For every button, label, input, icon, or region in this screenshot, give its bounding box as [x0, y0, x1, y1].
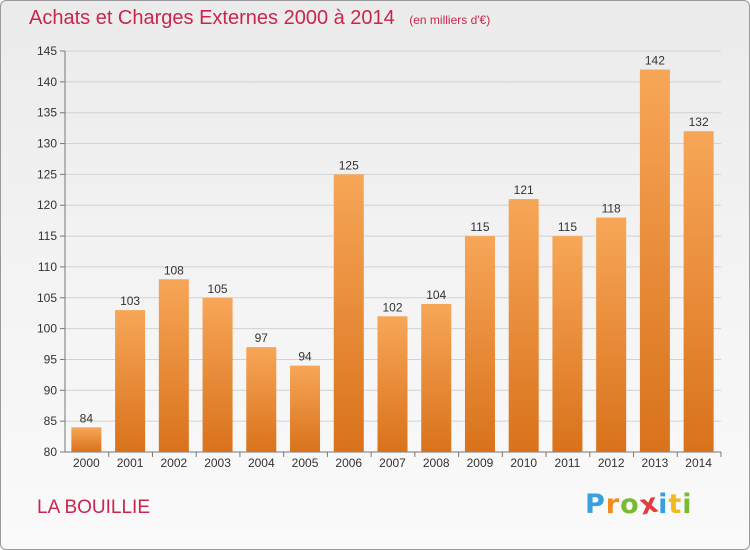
logo-letter: o [620, 489, 640, 520]
logo-letter: i [682, 489, 693, 520]
x-tick-label: 2014 [685, 456, 712, 470]
bar-value-label: 103 [120, 294, 140, 308]
y-tick-label: 125 [37, 167, 57, 181]
y-tick-label: 140 [37, 75, 57, 89]
bar [290, 365, 321, 452]
logo-letter: t [668, 489, 683, 520]
x-tick-label: 2013 [642, 456, 669, 470]
y-tick-label: 115 [38, 229, 57, 243]
x-tick-label: 2008 [423, 456, 450, 470]
proxiti-logo: Proxiti [585, 487, 693, 521]
x-tick-label: 2000 [73, 456, 100, 470]
bar [333, 174, 364, 452]
y-tick-label: 130 [37, 137, 57, 151]
commune-name: LA BOUILLIE [37, 497, 151, 518]
bar-value-label: 84 [80, 411, 94, 425]
y-tick-label: 90 [44, 383, 58, 397]
x-tick-label: 2012 [598, 456, 625, 470]
logo-letter: i [658, 489, 669, 520]
bar [596, 217, 627, 452]
bar [158, 279, 189, 452]
bar-value-label: 118 [602, 202, 621, 216]
y-tick-label: 120 [37, 198, 57, 212]
y-tick-label: 95 [44, 352, 58, 366]
logo-letter: P [585, 489, 606, 520]
bar [464, 236, 495, 452]
y-tick-label: 80 [44, 445, 58, 459]
y-tick-label: 135 [37, 106, 57, 120]
y-tick-label: 85 [44, 414, 58, 428]
x-tick-label: 2007 [379, 456, 406, 470]
x-tick-label: 2011 [555, 456, 581, 470]
x-tick-label: 2001 [117, 456, 144, 470]
bar [639, 69, 670, 452]
x-tick-label: 2005 [292, 456, 319, 470]
x-tick-label: 2002 [160, 456, 187, 470]
bar [71, 427, 102, 452]
bar-value-label: 132 [689, 115, 709, 129]
bar [683, 131, 714, 452]
chart-title: Achats et Charges Externes 2000 à 2014 [29, 7, 395, 29]
bar-value-label: 121 [514, 183, 534, 197]
bar-value-label: 142 [645, 54, 665, 68]
title-row: Achats et Charges Externes 2000 à 2014 (… [29, 7, 490, 30]
bar [552, 236, 583, 452]
y-tick-label: 110 [38, 260, 57, 274]
bar-value-label: 108 [164, 263, 184, 277]
bar [421, 303, 452, 452]
bar [377, 316, 408, 452]
logo-letter: r [605, 489, 621, 520]
bar-value-label: 115 [470, 220, 489, 234]
y-tick-label: 105 [37, 291, 57, 305]
y-tick-label: 145 [37, 44, 57, 58]
bar [246, 347, 277, 452]
x-tick-label: 2003 [204, 456, 231, 470]
chart-unit: (en milliers d'€) [409, 13, 491, 27]
bar-value-label: 102 [382, 300, 402, 314]
bar [508, 199, 539, 452]
bar [202, 297, 233, 452]
bar-value-label: 115 [558, 220, 577, 234]
x-tick-label: 2006 [335, 456, 362, 470]
bar-value-label: 94 [298, 350, 312, 364]
bar-value-label: 105 [208, 282, 228, 296]
x-tick-label: 2004 [248, 456, 275, 470]
bar-value-label: 104 [426, 288, 446, 302]
y-tick-label: 100 [37, 322, 57, 336]
bar-value-label: 97 [255, 331, 269, 345]
bar [115, 310, 146, 452]
x-tick-label: 2010 [510, 456, 537, 470]
x-tick-label: 2009 [467, 456, 494, 470]
bar-value-label: 125 [339, 158, 359, 172]
